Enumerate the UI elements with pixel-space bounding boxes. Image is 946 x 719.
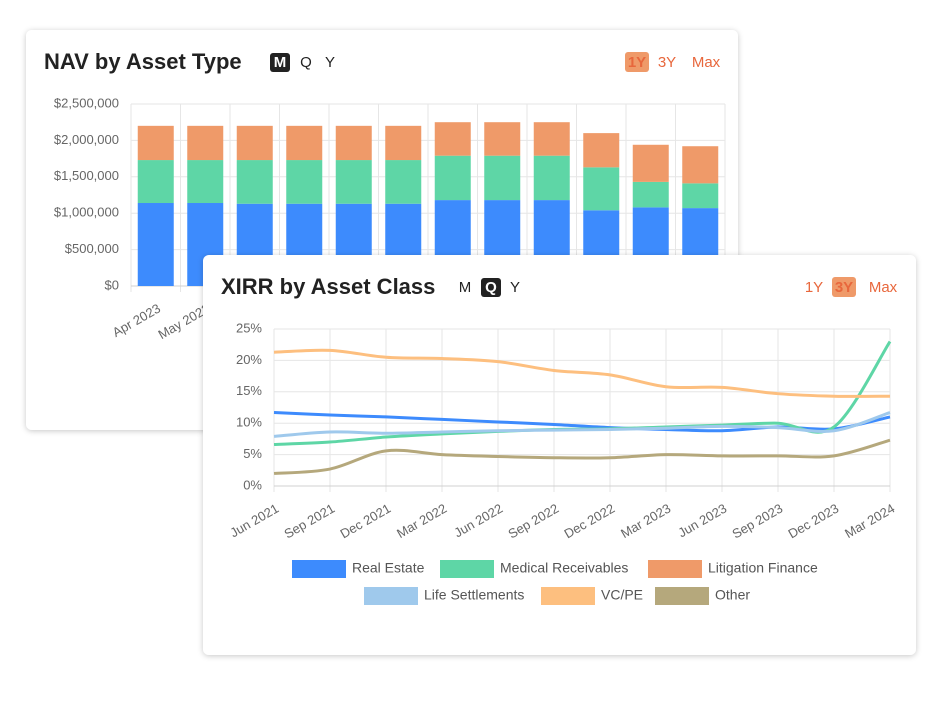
- series-line: [273, 411, 891, 438]
- legend-label: Other: [715, 587, 750, 603]
- chart-title: XIRR by Asset Class: [221, 274, 435, 299]
- bar-segment: [187, 125, 224, 161]
- range-button[interactable]: Max: [869, 279, 898, 296]
- bar-segment: [434, 155, 471, 201]
- bar-segment: [632, 144, 669, 182]
- bar-segment: [236, 160, 273, 204]
- legend-swatch: [292, 560, 346, 578]
- y-tick-label: $2,500,000: [54, 95, 119, 110]
- legend-label: Real Estate: [352, 560, 425, 576]
- bar-segment: [682, 146, 719, 184]
- legend-swatch: [440, 560, 494, 578]
- legend-swatch: [648, 560, 702, 578]
- legend-label: VC/PE: [601, 587, 643, 603]
- y-tick-label: $2,000,000: [54, 132, 119, 147]
- bar-segment: [632, 181, 669, 208]
- bar-segment: [385, 125, 422, 161]
- range-button[interactable]: 3Y: [835, 279, 853, 296]
- period-button[interactable]: Q: [300, 54, 312, 71]
- period-button[interactable]: M: [274, 54, 287, 71]
- y-tick-label: 10%: [236, 415, 262, 430]
- y-tick-label: 20%: [236, 352, 262, 367]
- bar-segment: [335, 125, 372, 161]
- bar-segment: [335, 160, 372, 204]
- legend-label: Medical Receivables: [500, 560, 628, 576]
- legend-swatch: [655, 587, 709, 605]
- active-period-bg: [481, 278, 501, 297]
- active-range-bg: [832, 277, 856, 297]
- y-tick-label: 0%: [243, 477, 262, 492]
- series-line: [273, 348, 891, 398]
- series-line: [273, 438, 891, 475]
- period-button[interactable]: M: [459, 279, 472, 296]
- legend-swatch: [541, 587, 595, 605]
- bar-segment: [583, 133, 620, 168]
- y-tick-label: $1,000,000: [54, 205, 119, 220]
- y-tick-label: 15%: [236, 383, 262, 398]
- chart-card: XIRR by Asset Class M Q Y 1Y 3Y Max 0% 5% 10% 15% 2…: [203, 255, 916, 655]
- bar-segment: [286, 160, 323, 204]
- bar-segment: [533, 155, 570, 201]
- bar-segment: [286, 125, 323, 161]
- range-button[interactable]: 1Y: [805, 279, 823, 296]
- active-period-bg: [270, 53, 290, 72]
- y-tick-label: $1,500,000: [54, 168, 119, 183]
- y-tick-label: $0: [105, 277, 119, 292]
- legend-label: Litigation Finance: [708, 560, 818, 576]
- bar-segment: [583, 167, 620, 211]
- range-button[interactable]: 3Y: [658, 54, 676, 71]
- period-button[interactable]: Q: [485, 279, 497, 296]
- bar-segment: [137, 125, 174, 161]
- bar-segment: [385, 160, 422, 204]
- y-tick-label: 25%: [236, 320, 262, 335]
- bar-segment: [484, 155, 521, 201]
- bar-segment: [434, 122, 471, 156]
- range-button[interactable]: 1Y: [628, 54, 646, 71]
- bar-segment: [533, 122, 570, 156]
- bar-segment: [137, 203, 174, 286]
- period-button[interactable]: Y: [325, 54, 335, 71]
- bar-segment: [682, 183, 719, 209]
- period-button[interactable]: Y: [510, 279, 520, 296]
- bar-segment: [187, 160, 224, 204]
- active-range-bg: [625, 52, 649, 72]
- y-tick-label: $500,000: [65, 241, 119, 256]
- range-button[interactable]: Max: [692, 54, 721, 71]
- bar-segment: [484, 122, 521, 156]
- legend-label: Life Settlements: [424, 587, 524, 603]
- chart-title: NAV by Asset Type: [44, 49, 242, 74]
- legend-swatch: [364, 587, 418, 605]
- y-tick-label: 5%: [243, 446, 262, 461]
- bar-segment: [137, 160, 174, 204]
- bar-segment: [236, 125, 273, 161]
